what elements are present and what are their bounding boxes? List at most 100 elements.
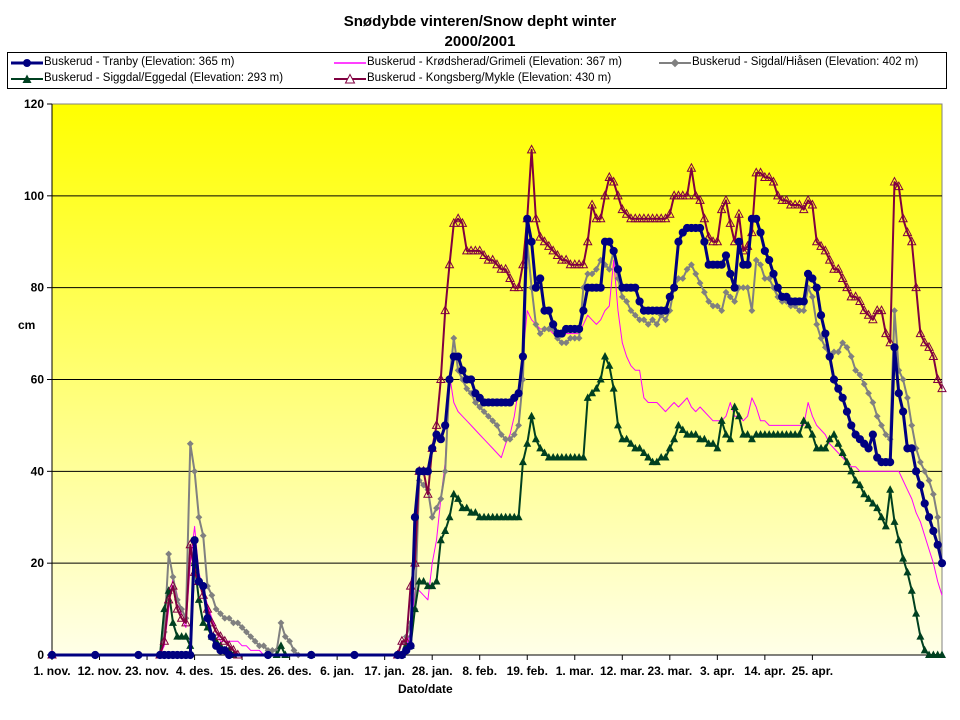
data-point [674, 420, 683, 429]
data-point [479, 249, 489, 260]
data-point [876, 305, 887, 315]
data-point [868, 314, 878, 324]
data-point [912, 609, 921, 617]
legend-swatch-eggedal [11, 74, 43, 83]
data-point [531, 213, 541, 223]
data-point [937, 559, 947, 568]
data-point [799, 297, 808, 306]
data-point [211, 626, 222, 636]
data-point [695, 223, 705, 233]
data-point [781, 194, 792, 204]
data-point [773, 283, 782, 292]
data-point [91, 650, 100, 660]
data-point [217, 610, 224, 618]
data-point [837, 272, 848, 282]
data-point [604, 171, 615, 181]
data-point [873, 503, 882, 512]
data-point [734, 208, 744, 218]
data-point [497, 431, 505, 438]
data-point [726, 269, 735, 278]
data-point [825, 434, 834, 443]
data-point [178, 605, 186, 613]
data-point [489, 417, 497, 425]
data-point [526, 144, 537, 154]
data-point [225, 614, 233, 622]
data-point [821, 443, 830, 452]
data-point [601, 352, 610, 360]
data-point [552, 249, 563, 260]
data-point [626, 439, 635, 447]
data-point [536, 443, 545, 452]
data-point [696, 279, 704, 287]
data-point [631, 283, 640, 292]
x-tick-label: 12. mar. [600, 664, 645, 678]
data-point [756, 228, 765, 237]
x-axis-label: Dato/date [398, 682, 453, 696]
data-point [839, 339, 847, 347]
data-point [199, 532, 207, 540]
x-tick-label: 23. mar. [647, 664, 692, 678]
data-point [527, 237, 536, 246]
data-point [582, 236, 593, 246]
data-point [431, 419, 442, 429]
y-tick-label: 80 [31, 281, 45, 295]
data-point [834, 384, 843, 393]
legend-label-tranby: Buskerud - Tranby (Elevation: 365 m) [44, 56, 235, 68]
legend-swatch-sigdal [659, 58, 691, 68]
data-point [833, 263, 844, 273]
data-point [916, 632, 925, 640]
data-point [812, 283, 821, 292]
data-point [523, 439, 532, 447]
data-point [225, 650, 234, 660]
data-point [290, 647, 298, 654]
data-point [251, 637, 259, 645]
data-point [423, 467, 432, 476]
data-point [544, 240, 554, 250]
data-point [605, 361, 614, 369]
data-point [596, 375, 605, 383]
data-point [868, 430, 877, 439]
data-point [457, 217, 468, 227]
data-point [730, 402, 739, 411]
data-point [860, 489, 869, 498]
x-tick-label: 14. apr. [744, 664, 785, 678]
data-point [743, 260, 752, 269]
data-point [686, 162, 697, 172]
data-point [816, 311, 826, 320]
data-point [847, 466, 856, 475]
data-point [535, 231, 546, 241]
data-point [432, 577, 441, 585]
data-point [808, 274, 817, 283]
data-point [755, 167, 766, 177]
data-point [864, 494, 873, 502]
data-point [821, 329, 830, 338]
data-point [160, 604, 169, 613]
data-point [428, 513, 436, 521]
data-point [609, 246, 618, 256]
legend: Buskerud - Tranby (Elevation: 365 m) Bus… [7, 52, 947, 89]
data-point [851, 476, 860, 484]
data-point [713, 443, 722, 452]
data-point [856, 371, 864, 379]
data-point [734, 237, 744, 246]
data-point [514, 389, 523, 398]
data-point [234, 619, 242, 627]
data-point [617, 204, 628, 214]
data-point [726, 434, 735, 443]
data-point [721, 251, 731, 260]
data-point [712, 236, 723, 246]
x-tick-label: 19. feb. [507, 664, 548, 678]
data-point [454, 494, 463, 502]
data-point [850, 291, 861, 301]
y-tick-label: 100 [24, 189, 44, 203]
data-point [911, 467, 921, 476]
data-point [579, 453, 588, 461]
data-point [539, 236, 550, 246]
data-point [462, 503, 471, 512]
data-point [622, 434, 631, 443]
data-point [889, 176, 900, 186]
data-point [747, 434, 756, 443]
data-point [725, 217, 736, 227]
data-point [834, 439, 843, 447]
data-point [453, 213, 463, 223]
